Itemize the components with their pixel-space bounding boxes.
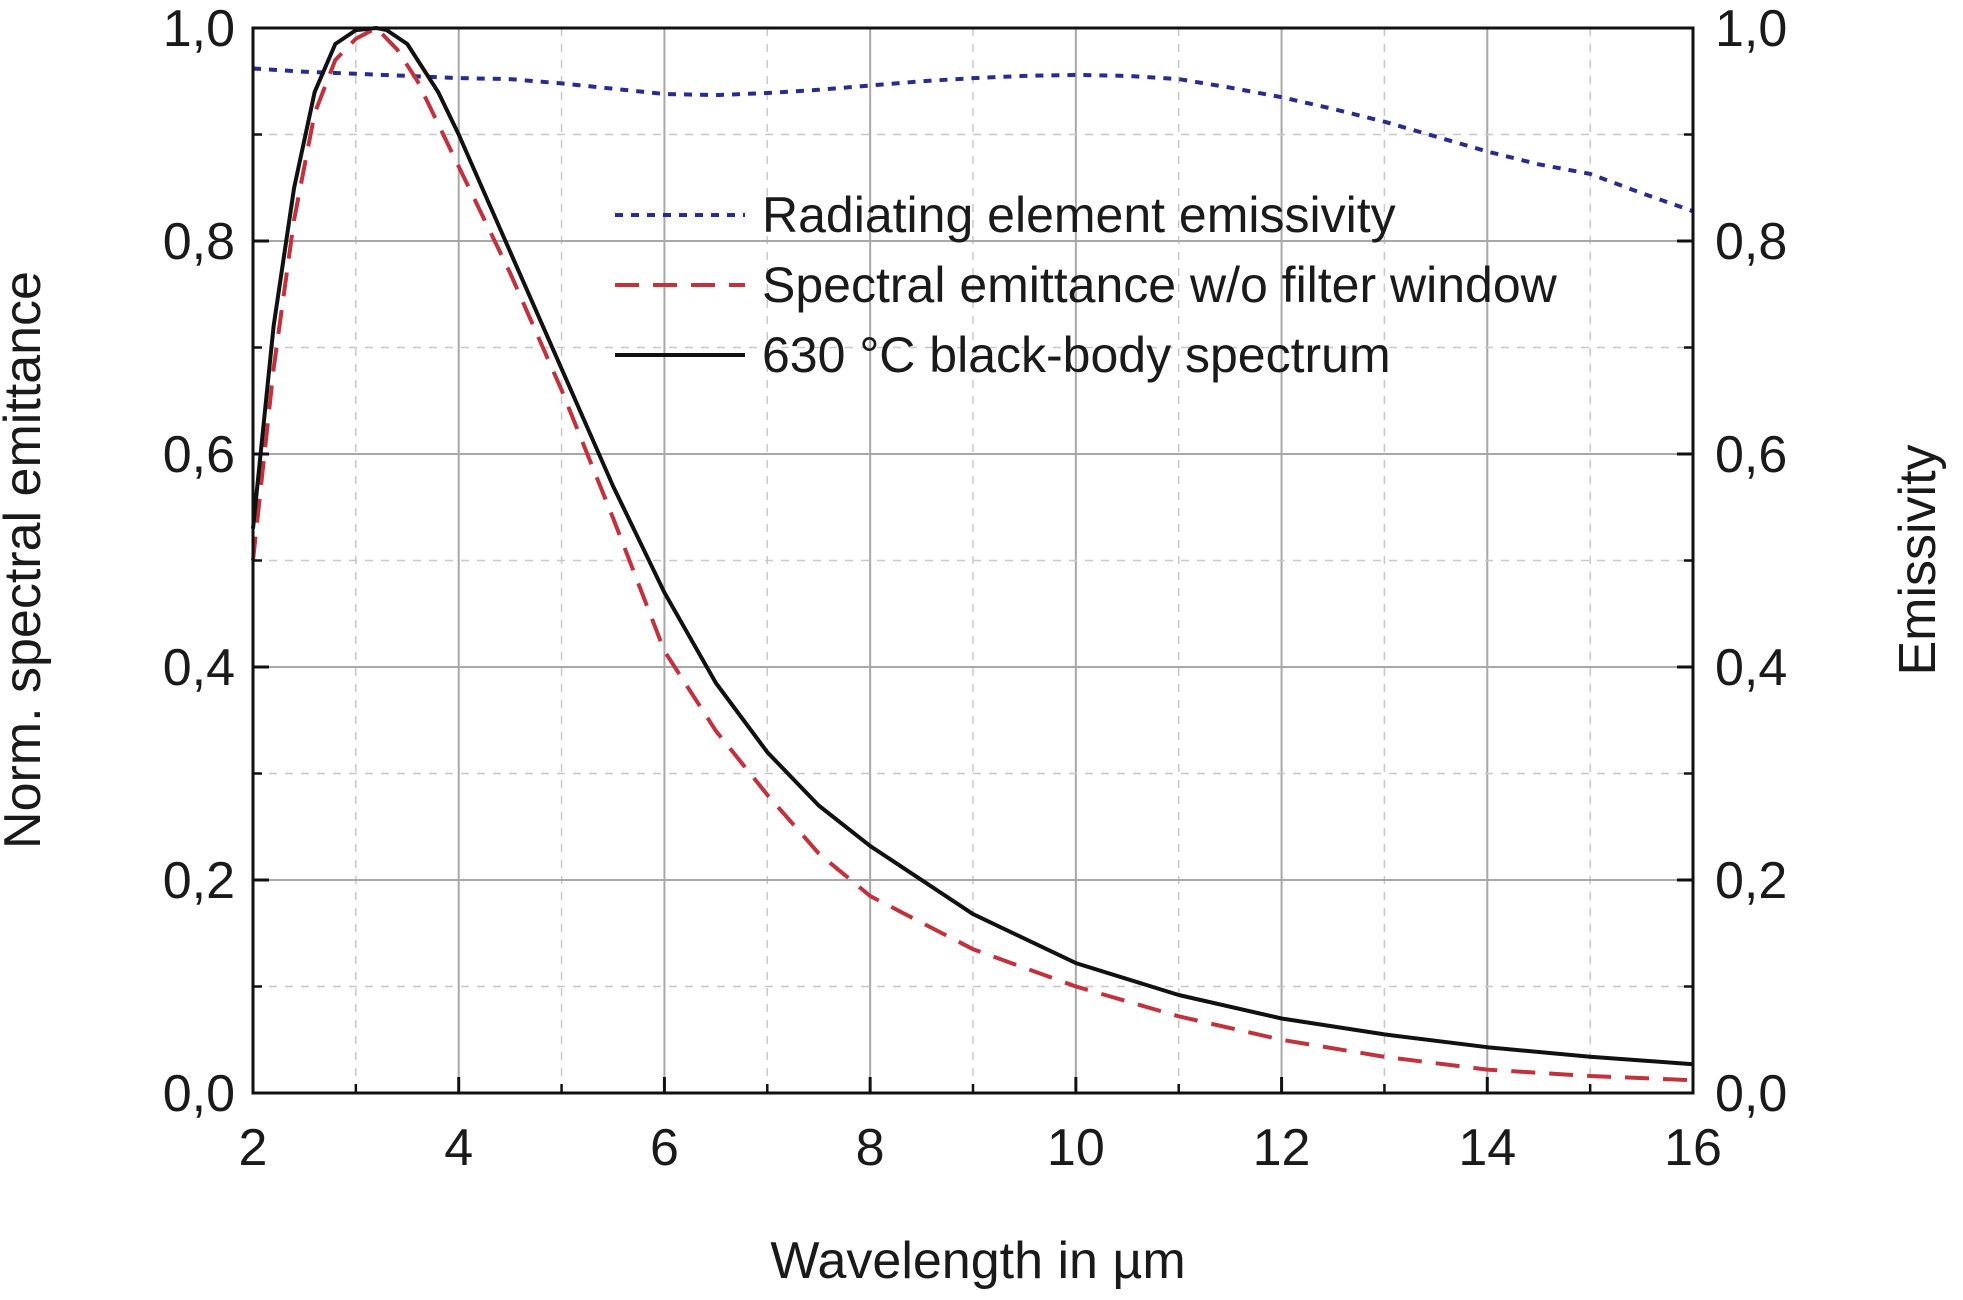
y2-tick-label: 1,0 [1715, 0, 1787, 58]
x-tick-label: 14 [1458, 1119, 1516, 1177]
series-line-filter-window [251, 26, 1694, 1083]
x-tick-label: 16 [1664, 1119, 1722, 1177]
y-tick-label: 0,2 [163, 852, 235, 910]
y-tick-label: 0,6 [163, 426, 235, 484]
legend: Radiating element emissivity Spectral em… [615, 187, 1558, 383]
legend-label-emissivity: Radiating element emissivity [762, 187, 1396, 243]
y2-tick-label: 0,0 [1715, 1065, 1787, 1123]
y2-tick-label: 0,4 [1715, 639, 1787, 697]
series-line-emissivity [252, 66, 1694, 214]
x-axis-title: Wavelength in µm [770, 1232, 1185, 1290]
y2-tick-label: 0,6 [1715, 426, 1787, 484]
y2-tick-label: 0,8 [1715, 213, 1787, 271]
x-tick-label: 2 [239, 1119, 268, 1177]
series-line-black-body [251, 26, 1694, 1067]
y-tick-label: 0,8 [163, 213, 235, 271]
x-tick-label: 8 [856, 1119, 885, 1177]
y-tick-label: 0,0 [163, 1065, 235, 1123]
y2-axis-title: Emissivity [1889, 444, 1947, 675]
y2-tick-label: 0,2 [1715, 852, 1787, 910]
series-lines [251, 26, 1694, 1083]
y-axis-title: Norm. spectral emittance [0, 271, 52, 849]
y-tick-label: 1,0 [163, 0, 235, 58]
tick-labels: 2 4 6 8 10 12 14 160,00,20,40,60,81,00,00,20,40… [163, 0, 1788, 1177]
grid [252, 27, 1694, 1094]
legend-label-black-body: 630 °C black-body spectrum [762, 327, 1391, 383]
x-tick-label: 12 [1253, 1119, 1311, 1177]
axis-ticks [251, 26, 1695, 1095]
y-tick-label: 0,4 [163, 639, 235, 697]
legend-label-filter-window: Spectral emittance w/o filter window [762, 257, 1558, 313]
x-tick-label: 4 [444, 1119, 473, 1177]
x-tick-label: 6 [650, 1119, 679, 1177]
x-tick-label: 10 [1047, 1119, 1105, 1177]
